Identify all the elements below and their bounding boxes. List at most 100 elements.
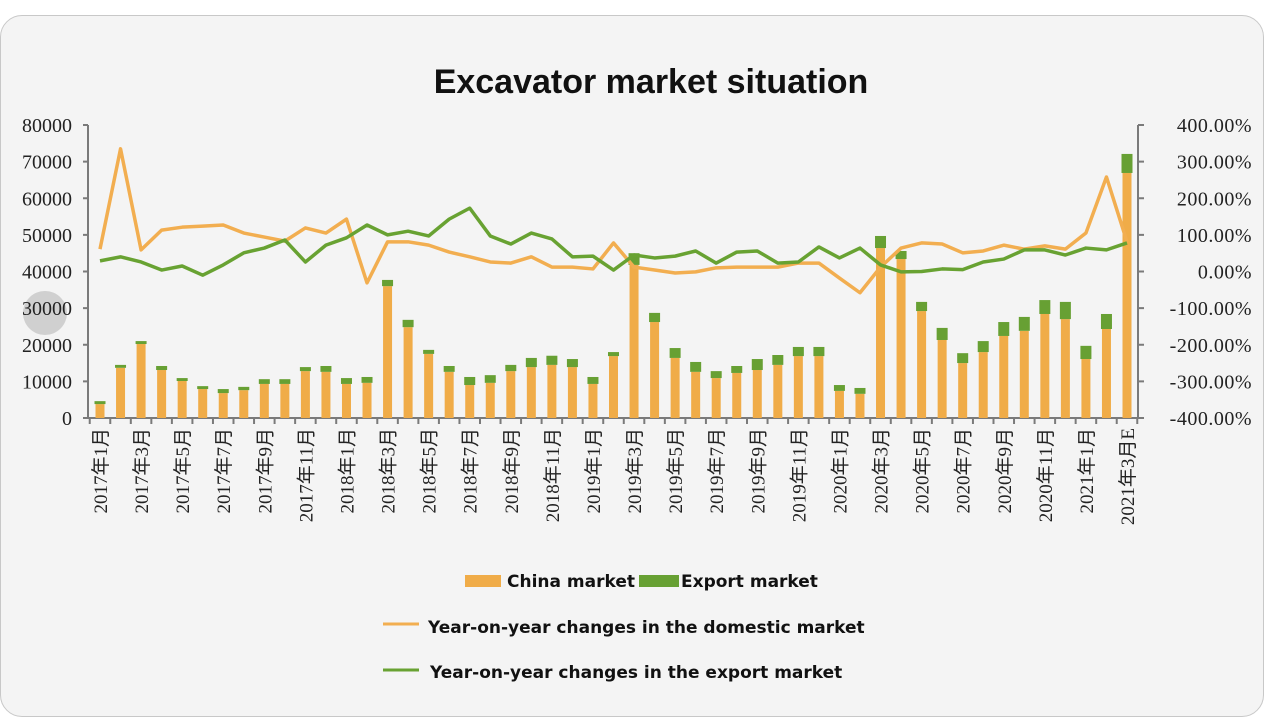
bar-china-market: [506, 371, 516, 418]
bar-export-market: [1059, 301, 1071, 320]
left-tick-label: 40000: [22, 262, 72, 284]
bar-export-market: [279, 379, 291, 384]
left-tick-label: 0: [62, 408, 72, 430]
bar-export-market: [895, 250, 907, 260]
bar-export-market: [382, 279, 394, 287]
axes: 0 10000 20000 30000 40000 50000 60000 70000 8000…: [22, 115, 1252, 525]
bar-export-market: [669, 348, 681, 358]
chart-title: Excavator market situation: [434, 63, 869, 101]
bar-export-market: [628, 253, 640, 265]
bar-china-market: [567, 367, 577, 418]
bar-china-market: [999, 335, 1009, 418]
x-tick-label: 2018年7月: [460, 428, 482, 514]
bar-export-market: [875, 235, 887, 249]
right-tick-label: 300.00%: [1177, 152, 1252, 174]
bar-export-market: [443, 365, 455, 372]
bar-export-market: [854, 387, 866, 394]
x-tick-label: 2017年7月: [213, 428, 235, 514]
legend-label-export-market: Export market: [681, 572, 818, 592]
left-tick-label: 20000: [22, 335, 72, 357]
bar-export-market: [1121, 153, 1133, 173]
bar-china-market: [732, 372, 742, 418]
bar-china-market: [95, 404, 105, 418]
right-tick-label: -200.00%: [1170, 335, 1252, 357]
bar-export-market: [361, 376, 373, 383]
bar-china-market: [978, 352, 988, 418]
bar-china-market: [752, 370, 762, 418]
bar-export-market: [813, 346, 825, 357]
bar-china-market: [650, 322, 660, 418]
bar-export-market: [731, 365, 743, 373]
bar-export-market: [197, 386, 209, 390]
x-tick-label: 2019年9月: [747, 428, 769, 514]
x-tick-label: 2020年9月: [994, 428, 1016, 514]
bar-china-market: [465, 385, 475, 418]
bar-china-market: [937, 339, 947, 418]
x-tick-label: 2019年3月: [624, 428, 646, 514]
bar-china-market: [1040, 313, 1050, 418]
bar-china-market: [198, 389, 208, 418]
bar-export-market: [916, 301, 928, 312]
bar-china-market: [239, 390, 249, 418]
bar-export-market: [423, 349, 435, 354]
bar-export-market: [258, 379, 270, 384]
line-domestic-yoy: [98, 147, 1129, 295]
bar-export-market: [833, 385, 845, 391]
bar-export-market: [402, 319, 414, 328]
bar-export-market: [936, 327, 948, 340]
bar-china-market: [670, 357, 680, 418]
bar-china-market: [526, 367, 536, 418]
legend-label-domestic-yoy: Year-on-year changes in the domestic mar…: [427, 618, 865, 638]
bar-export-market: [792, 346, 804, 357]
x-tick-label: 2017年11月: [295, 428, 317, 522]
x-tick-label: 2021年3月E: [1117, 428, 1139, 525]
bar-china-market: [383, 286, 393, 418]
left-tick-label: 60000: [22, 188, 72, 210]
bar-export-market: [299, 367, 311, 372]
bar-china-market: [793, 356, 803, 418]
x-tick-label: 2018年11月: [542, 428, 564, 522]
x-tick-label: 2017年1月: [90, 428, 112, 514]
left-tick-label: 30000: [22, 298, 72, 320]
bar-export-market: [1018, 316, 1030, 331]
line-export-yoy: [99, 206, 1128, 277]
bar-export-market: [566, 359, 578, 368]
x-tick-label: 2018年1月: [336, 428, 358, 514]
bar-china-market: [958, 363, 968, 418]
bar-china-market: [321, 371, 331, 418]
bar-china-market: [362, 382, 372, 418]
bar-export-market: [320, 365, 332, 372]
bar-china-market: [403, 327, 413, 418]
bar-export-market: [217, 389, 229, 394]
bar-export-market: [1100, 313, 1112, 330]
legend-swatch-export-market: [639, 575, 679, 587]
bar-china-market: [711, 378, 721, 418]
right-tick-label: -300.00%: [1170, 371, 1252, 393]
legend-swatch-china-market: [465, 575, 501, 587]
bar-china-market: [300, 371, 310, 418]
bar-export-market: [505, 364, 517, 372]
x-tick-label: 2019年5月: [665, 428, 687, 514]
x-tick-label: 2019年11月: [788, 428, 810, 522]
x-tick-label: 2021年1月: [1076, 428, 1098, 514]
left-tick-label: 10000: [22, 371, 72, 393]
x-tick-label: 2020年5月: [912, 428, 934, 514]
bars: [94, 153, 1133, 418]
bar-china-market: [1081, 359, 1091, 418]
bar-china-market: [834, 390, 844, 418]
bar-export-market: [238, 386, 250, 391]
bar-china-market: [609, 356, 618, 418]
bar-export-market: [977, 341, 989, 353]
bar-export-market: [135, 341, 147, 345]
bar-export-market: [1080, 345, 1092, 360]
bar-china-market: [218, 393, 228, 418]
bar-china-market: [896, 259, 906, 418]
bar-china-market: [424, 353, 434, 418]
bar-china-market: [588, 383, 598, 418]
bar-china-market: [177, 381, 187, 418]
x-tick-label: 2019年1月: [583, 428, 605, 514]
bar-export-market: [608, 352, 619, 357]
bar-export-market: [115, 364, 127, 368]
bar-china-market: [136, 344, 146, 418]
